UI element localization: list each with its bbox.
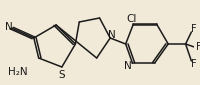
Text: F: F bbox=[190, 59, 195, 69]
Text: N: N bbox=[108, 30, 115, 40]
Text: N: N bbox=[123, 61, 131, 71]
Text: S: S bbox=[58, 70, 65, 80]
Text: H₂N: H₂N bbox=[8, 67, 27, 77]
Text: N: N bbox=[5, 22, 13, 32]
Text: F: F bbox=[190, 24, 195, 34]
Text: Cl: Cl bbox=[126, 14, 136, 24]
Text: F: F bbox=[195, 42, 200, 52]
